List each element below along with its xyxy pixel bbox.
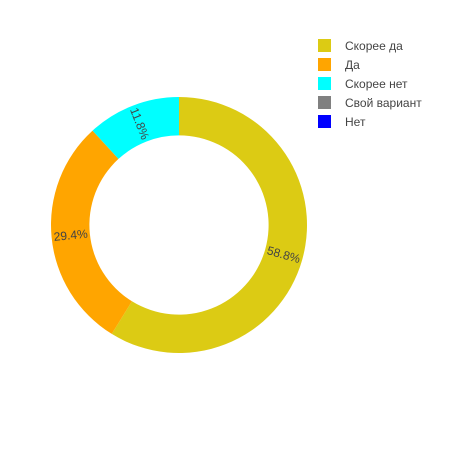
legend-label: Скорее нет xyxy=(345,76,408,91)
legend-label: Скорее да xyxy=(345,38,403,53)
legend-swatch xyxy=(318,58,331,71)
legend-swatch xyxy=(318,77,331,90)
legend-swatch xyxy=(318,115,331,128)
legend-swatch xyxy=(318,96,331,109)
legend-item[interactable]: Нет xyxy=(318,112,422,131)
chart-legend: Скорее да Да Скорее нет Свой вариант Нет xyxy=(318,36,422,131)
legend-item[interactable]: Скорее да xyxy=(318,36,422,55)
donut-slice[interactable] xyxy=(111,97,307,353)
donut-slice[interactable] xyxy=(51,130,132,334)
legend-label: Да xyxy=(345,57,360,72)
legend-item[interactable]: Свой вариант xyxy=(318,93,422,112)
legend-label: Свой вариант xyxy=(345,95,422,110)
legend-swatch xyxy=(318,39,331,52)
legend-item[interactable]: Скорее нет xyxy=(318,74,422,93)
legend-item[interactable]: Да xyxy=(318,55,422,74)
donut-slice[interactable] xyxy=(92,97,179,159)
legend-label: Нет xyxy=(345,114,366,129)
slice-percent-label: 29.4% xyxy=(53,227,89,244)
